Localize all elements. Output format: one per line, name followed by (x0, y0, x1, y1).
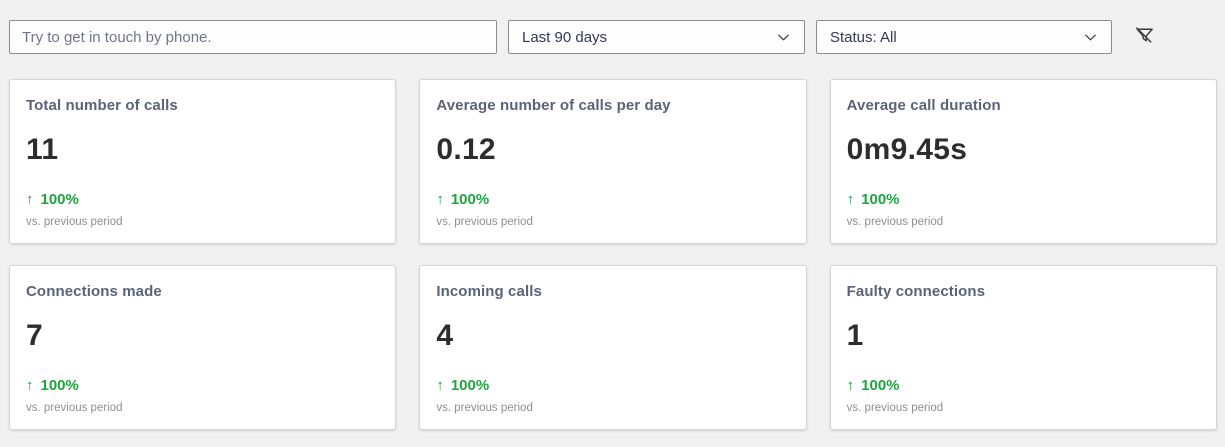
up-arrow-icon: ↑ (436, 191, 444, 208)
change-percent: 100% (450, 377, 490, 394)
card-value: 4 (436, 319, 454, 352)
comparison-label: vs. previous period (436, 402, 533, 414)
up-arrow-icon: ↑ (846, 377, 855, 394)
status-dropdown[interactable]: Status: All (816, 20, 1112, 54)
card-value: 7 (26, 319, 43, 352)
search-input[interactable] (9, 20, 497, 54)
card-title: Average number of calls per day (436, 97, 671, 114)
up-arrow-icon: ↑ (26, 377, 34, 394)
card-change: ↑ 100% (847, 192, 1200, 208)
card-title: Connections made (26, 283, 162, 300)
comparison-label: vs. previous period (436, 216, 533, 228)
comparison-label: vs. previous period (26, 402, 123, 414)
card-title: Faulty connections (846, 283, 986, 300)
up-arrow-icon: ↑ (26, 191, 34, 208)
comparison-label: vs. previous period (26, 216, 123, 228)
card-change: ↑ 100% (26, 378, 379, 394)
comparison-label: vs. previous period (846, 402, 944, 414)
card-change: ↑ 100% (436, 192, 789, 208)
date-range-dropdown[interactable]: Last 90 days (508, 20, 805, 54)
change-percent: 100% (40, 377, 79, 394)
card-change: ↑ 100% (436, 378, 789, 394)
filter-off-icon (1133, 24, 1156, 50)
card-incoming-calls: Incoming calls 4 ↑ 100% vs. previous per… (419, 265, 807, 430)
filter-toolbar: Last 90 days Status: All (9, 20, 1217, 54)
card-average-call-duration: Average call duration 0m9.45s ↑ 100% vs.… (829, 79, 1217, 244)
card-value: 0m9.45s (846, 133, 968, 166)
up-arrow-icon: ↑ (846, 191, 855, 208)
card-value: 1 (846, 319, 864, 352)
card-faulty-connections: Faulty connections 1 ↑ 100% vs. previous… (829, 265, 1217, 430)
card-title: Total number of calls (26, 97, 178, 114)
card-value: 11 (26, 133, 59, 166)
kpi-card-grid: Total number of calls 11 ↑ 100% vs. prev… (9, 79, 1217, 430)
change-percent: 100% (861, 377, 900, 394)
change-percent: 100% (450, 191, 490, 208)
comparison-label: vs. previous period (846, 216, 944, 228)
card-change: ↑ 100% (847, 378, 1200, 394)
card-average-calls-per-day: Average number of calls per day 0.12 ↑ 1… (419, 79, 807, 244)
up-arrow-icon: ↑ (436, 377, 444, 394)
change-percent: 100% (40, 191, 79, 208)
date-range-selected-label: Last 90 days (522, 28, 608, 46)
card-change: ↑ 100% (26, 192, 379, 208)
card-title: Incoming calls (436, 283, 542, 300)
change-percent: 100% (861, 191, 900, 208)
status-selected-label: Status: All (830, 28, 897, 46)
clear-filters-button[interactable] (1131, 24, 1157, 50)
card-connections-made: Connections made 7 ↑ 100% vs. previous p… (9, 265, 397, 430)
card-value: 0.12 (436, 133, 496, 166)
chevron-down-icon (1083, 30, 1098, 45)
dashboard-page: Last 90 days Status: All Total number of… (9, 20, 1217, 430)
card-total-number-of-calls: Total number of calls 11 ↑ 100% vs. prev… (9, 79, 397, 244)
card-title: Average call duration (846, 97, 1001, 114)
chevron-down-icon (776, 30, 791, 45)
